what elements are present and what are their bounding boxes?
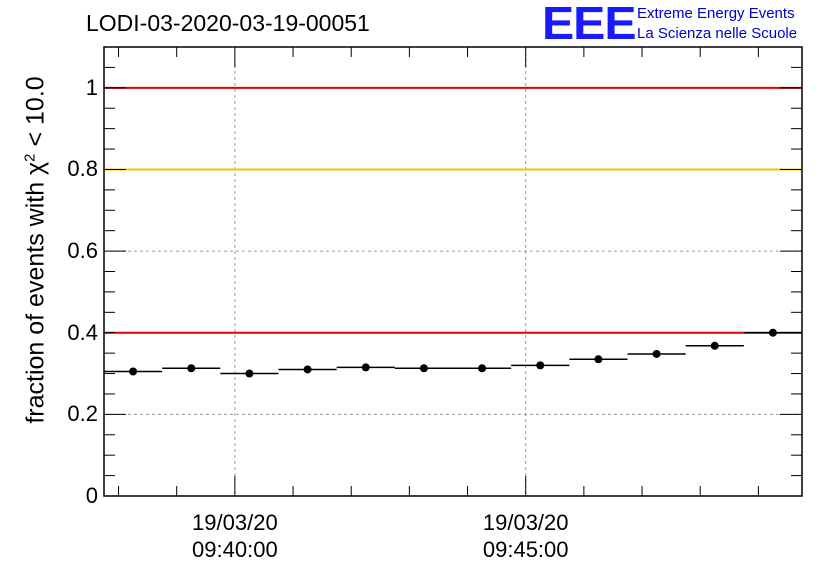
data-point bbox=[303, 365, 312, 374]
x-tick-label-time: 09:45:00 bbox=[482, 537, 569, 562]
logo-line-1: Extreme Energy Events bbox=[637, 5, 795, 22]
x-tick-label-date: 19/03/20 bbox=[482, 510, 569, 535]
y-tick-label: 1 bbox=[85, 74, 98, 100]
eee-logo: EEE Extreme Energy Events La Scienza nel… bbox=[542, 0, 832, 49]
logo-line-2: La Scienza nelle Scuole bbox=[637, 25, 798, 42]
data-point bbox=[768, 328, 777, 337]
x-tick-label-time: 09:40:00 bbox=[192, 537, 278, 562]
data-point bbox=[187, 364, 196, 373]
y-tick-label: 0.4 bbox=[67, 319, 98, 345]
chart-title: LODI-03-2020-03-19-00051 bbox=[86, 10, 370, 36]
y-tick-label: 0 bbox=[85, 483, 98, 508]
data-point bbox=[710, 341, 719, 350]
y-tick-label: 0.2 bbox=[67, 401, 98, 427]
data-point bbox=[361, 363, 370, 372]
data-point bbox=[129, 367, 138, 376]
y-tick-label: 0.6 bbox=[67, 238, 98, 264]
data-point bbox=[536, 361, 545, 370]
data-point bbox=[478, 364, 487, 373]
data-point bbox=[245, 369, 254, 378]
data-point bbox=[652, 349, 661, 358]
plot-frame bbox=[103, 46, 803, 497]
x-tick-label-date: 19/03/20 bbox=[192, 510, 278, 535]
data-point bbox=[594, 355, 603, 364]
eee-logo-mark: EEE bbox=[542, 0, 637, 49]
x-tick-label: 19/03/20 09:45:00 bbox=[483, 509, 569, 563]
y-tick-label: 0.8 bbox=[67, 156, 98, 182]
data-point bbox=[419, 364, 428, 373]
x-tick-label: 19/03/20 09:40:00 bbox=[192, 509, 278, 563]
